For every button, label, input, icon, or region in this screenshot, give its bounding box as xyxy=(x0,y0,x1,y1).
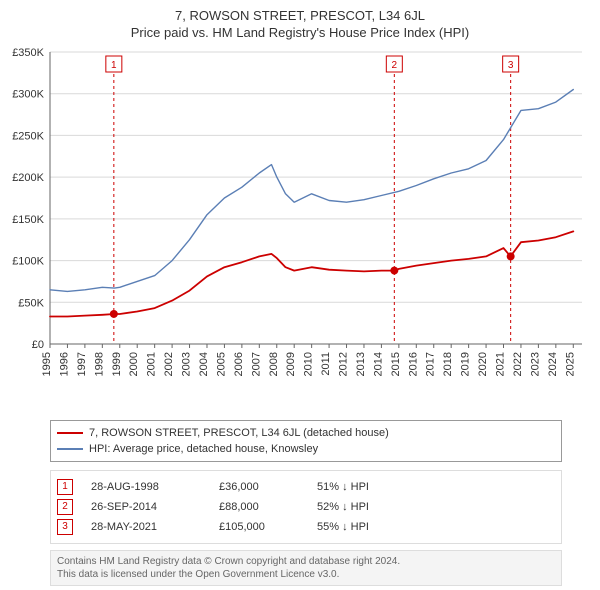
x-tick-label: 1996 xyxy=(58,352,70,376)
sales-row-marker: 1 xyxy=(57,479,73,495)
sale-marker-dot xyxy=(507,252,515,260)
attribution-line1: Contains HM Land Registry data © Crown c… xyxy=(57,555,555,568)
sale-marker-label: 1 xyxy=(111,60,117,71)
chart-container: 7, ROWSON STREET, PRESCOT, L34 6JL Price… xyxy=(0,0,600,590)
legend-swatch xyxy=(57,448,83,450)
sales-row-marker: 3 xyxy=(57,519,73,535)
x-tick-label: 2011 xyxy=(320,352,332,376)
sale-marker-label: 3 xyxy=(508,60,514,71)
sales-row-date: 28-MAY-2021 xyxy=(91,517,201,537)
y-tick-label: £200K xyxy=(12,172,44,184)
x-tick-label: 2025 xyxy=(564,352,576,376)
sale-marker-label: 2 xyxy=(392,60,398,71)
sales-row-price: £88,000 xyxy=(219,497,299,517)
x-tick-label: 1995 xyxy=(41,352,53,376)
y-tick-label: £50K xyxy=(18,297,44,309)
y-tick-label: £0 xyxy=(32,339,44,351)
x-tick-label: 1998 xyxy=(93,352,105,376)
attribution: Contains HM Land Registry data © Crown c… xyxy=(50,550,562,586)
x-tick-label: 2004 xyxy=(198,352,210,376)
sale-marker-dot xyxy=(110,310,118,318)
x-tick-label: 2022 xyxy=(512,352,524,376)
legend-label: HPI: Average price, detached house, Know… xyxy=(89,441,318,457)
y-tick-label: £150K xyxy=(12,214,44,226)
sales-row-price: £105,000 xyxy=(219,517,299,537)
sales-row-price: £36,000 xyxy=(219,477,299,497)
x-tick-label: 2008 xyxy=(268,352,280,376)
x-tick-label: 2013 xyxy=(355,352,367,376)
x-tick-label: 2015 xyxy=(390,352,402,376)
x-tick-label: 2017 xyxy=(425,352,437,376)
sales-row-marker: 2 xyxy=(57,499,73,515)
legend-swatch xyxy=(57,432,83,434)
y-tick-label: £250K xyxy=(12,130,44,142)
x-tick-label: 2012 xyxy=(338,352,350,376)
attribution-line2: This data is licensed under the Open Gov… xyxy=(57,568,555,581)
x-tick-label: 2014 xyxy=(372,352,384,376)
sales-row-hpi: 55% ↓ HPI xyxy=(317,517,369,537)
sales-row: 3 28-MAY-2021 £105,000 55% ↓ HPI xyxy=(57,517,555,537)
x-tick-label: 2007 xyxy=(250,352,262,376)
sales-row: 1 28-AUG-1998 £36,000 51% ↓ HPI xyxy=(57,477,555,497)
x-tick-label: 2024 xyxy=(547,352,559,376)
x-tick-label: 2003 xyxy=(181,352,193,376)
x-tick-label: 2016 xyxy=(407,352,419,376)
sale-marker-dot xyxy=(390,267,398,275)
sales-row-hpi: 51% ↓ HPI xyxy=(317,477,369,497)
sales-table: 1 28-AUG-1998 £36,000 51% ↓ HPI 2 26-SEP-2014… xyxy=(50,470,562,544)
x-tick-label: 2010 xyxy=(303,352,315,376)
sales-row-hpi: 52% ↓ HPI xyxy=(317,497,369,517)
chart-title: 7, ROWSON STREET, PRESCOT, L34 6JL xyxy=(0,0,600,23)
x-tick-label: 2005 xyxy=(215,352,227,376)
sales-row-date: 28-AUG-1998 xyxy=(91,477,201,497)
chart-subtitle: Price paid vs. HM Land Registry's House … xyxy=(0,23,600,44)
x-tick-label: 1997 xyxy=(76,352,88,376)
x-tick-label: 2020 xyxy=(477,352,489,376)
legend-label: 7, ROWSON STREET, PRESCOT, L34 6JL (deta… xyxy=(89,425,389,441)
x-tick-label: 2001 xyxy=(146,352,158,376)
legend: 7, ROWSON STREET, PRESCOT, L34 6JL (deta… xyxy=(50,420,562,462)
x-tick-label: 2019 xyxy=(460,352,472,376)
chart-area: £0 £50K £100K £150K £200K £250K £300K £350K 1995… xyxy=(0,44,600,414)
chart-svg: £0 £50K £100K £150K £200K £250K £300K £350K 1995… xyxy=(0,44,600,414)
x-tick-label: 1999 xyxy=(111,352,123,376)
x-tick-label: 2023 xyxy=(529,352,541,376)
x-tick-label: 2006 xyxy=(233,352,245,376)
sales-row-date: 26-SEP-2014 xyxy=(91,497,201,517)
x-tick-label: 2021 xyxy=(495,352,507,376)
y-tick-label: £300K xyxy=(12,89,44,101)
y-tick-label: £100K xyxy=(12,256,44,268)
x-tick-label: 2009 xyxy=(285,352,297,376)
x-tick-label: 2018 xyxy=(442,352,454,376)
x-tick-label: 2000 xyxy=(128,352,140,376)
y-tick-label: £350K xyxy=(12,47,44,59)
x-tick-label: 2002 xyxy=(163,352,175,376)
legend-item: 7, ROWSON STREET, PRESCOT, L34 6JL (deta… xyxy=(57,425,555,441)
sales-row: 2 26-SEP-2014 £88,000 52% ↓ HPI xyxy=(57,497,555,517)
legend-item: HPI: Average price, detached house, Know… xyxy=(57,441,555,457)
